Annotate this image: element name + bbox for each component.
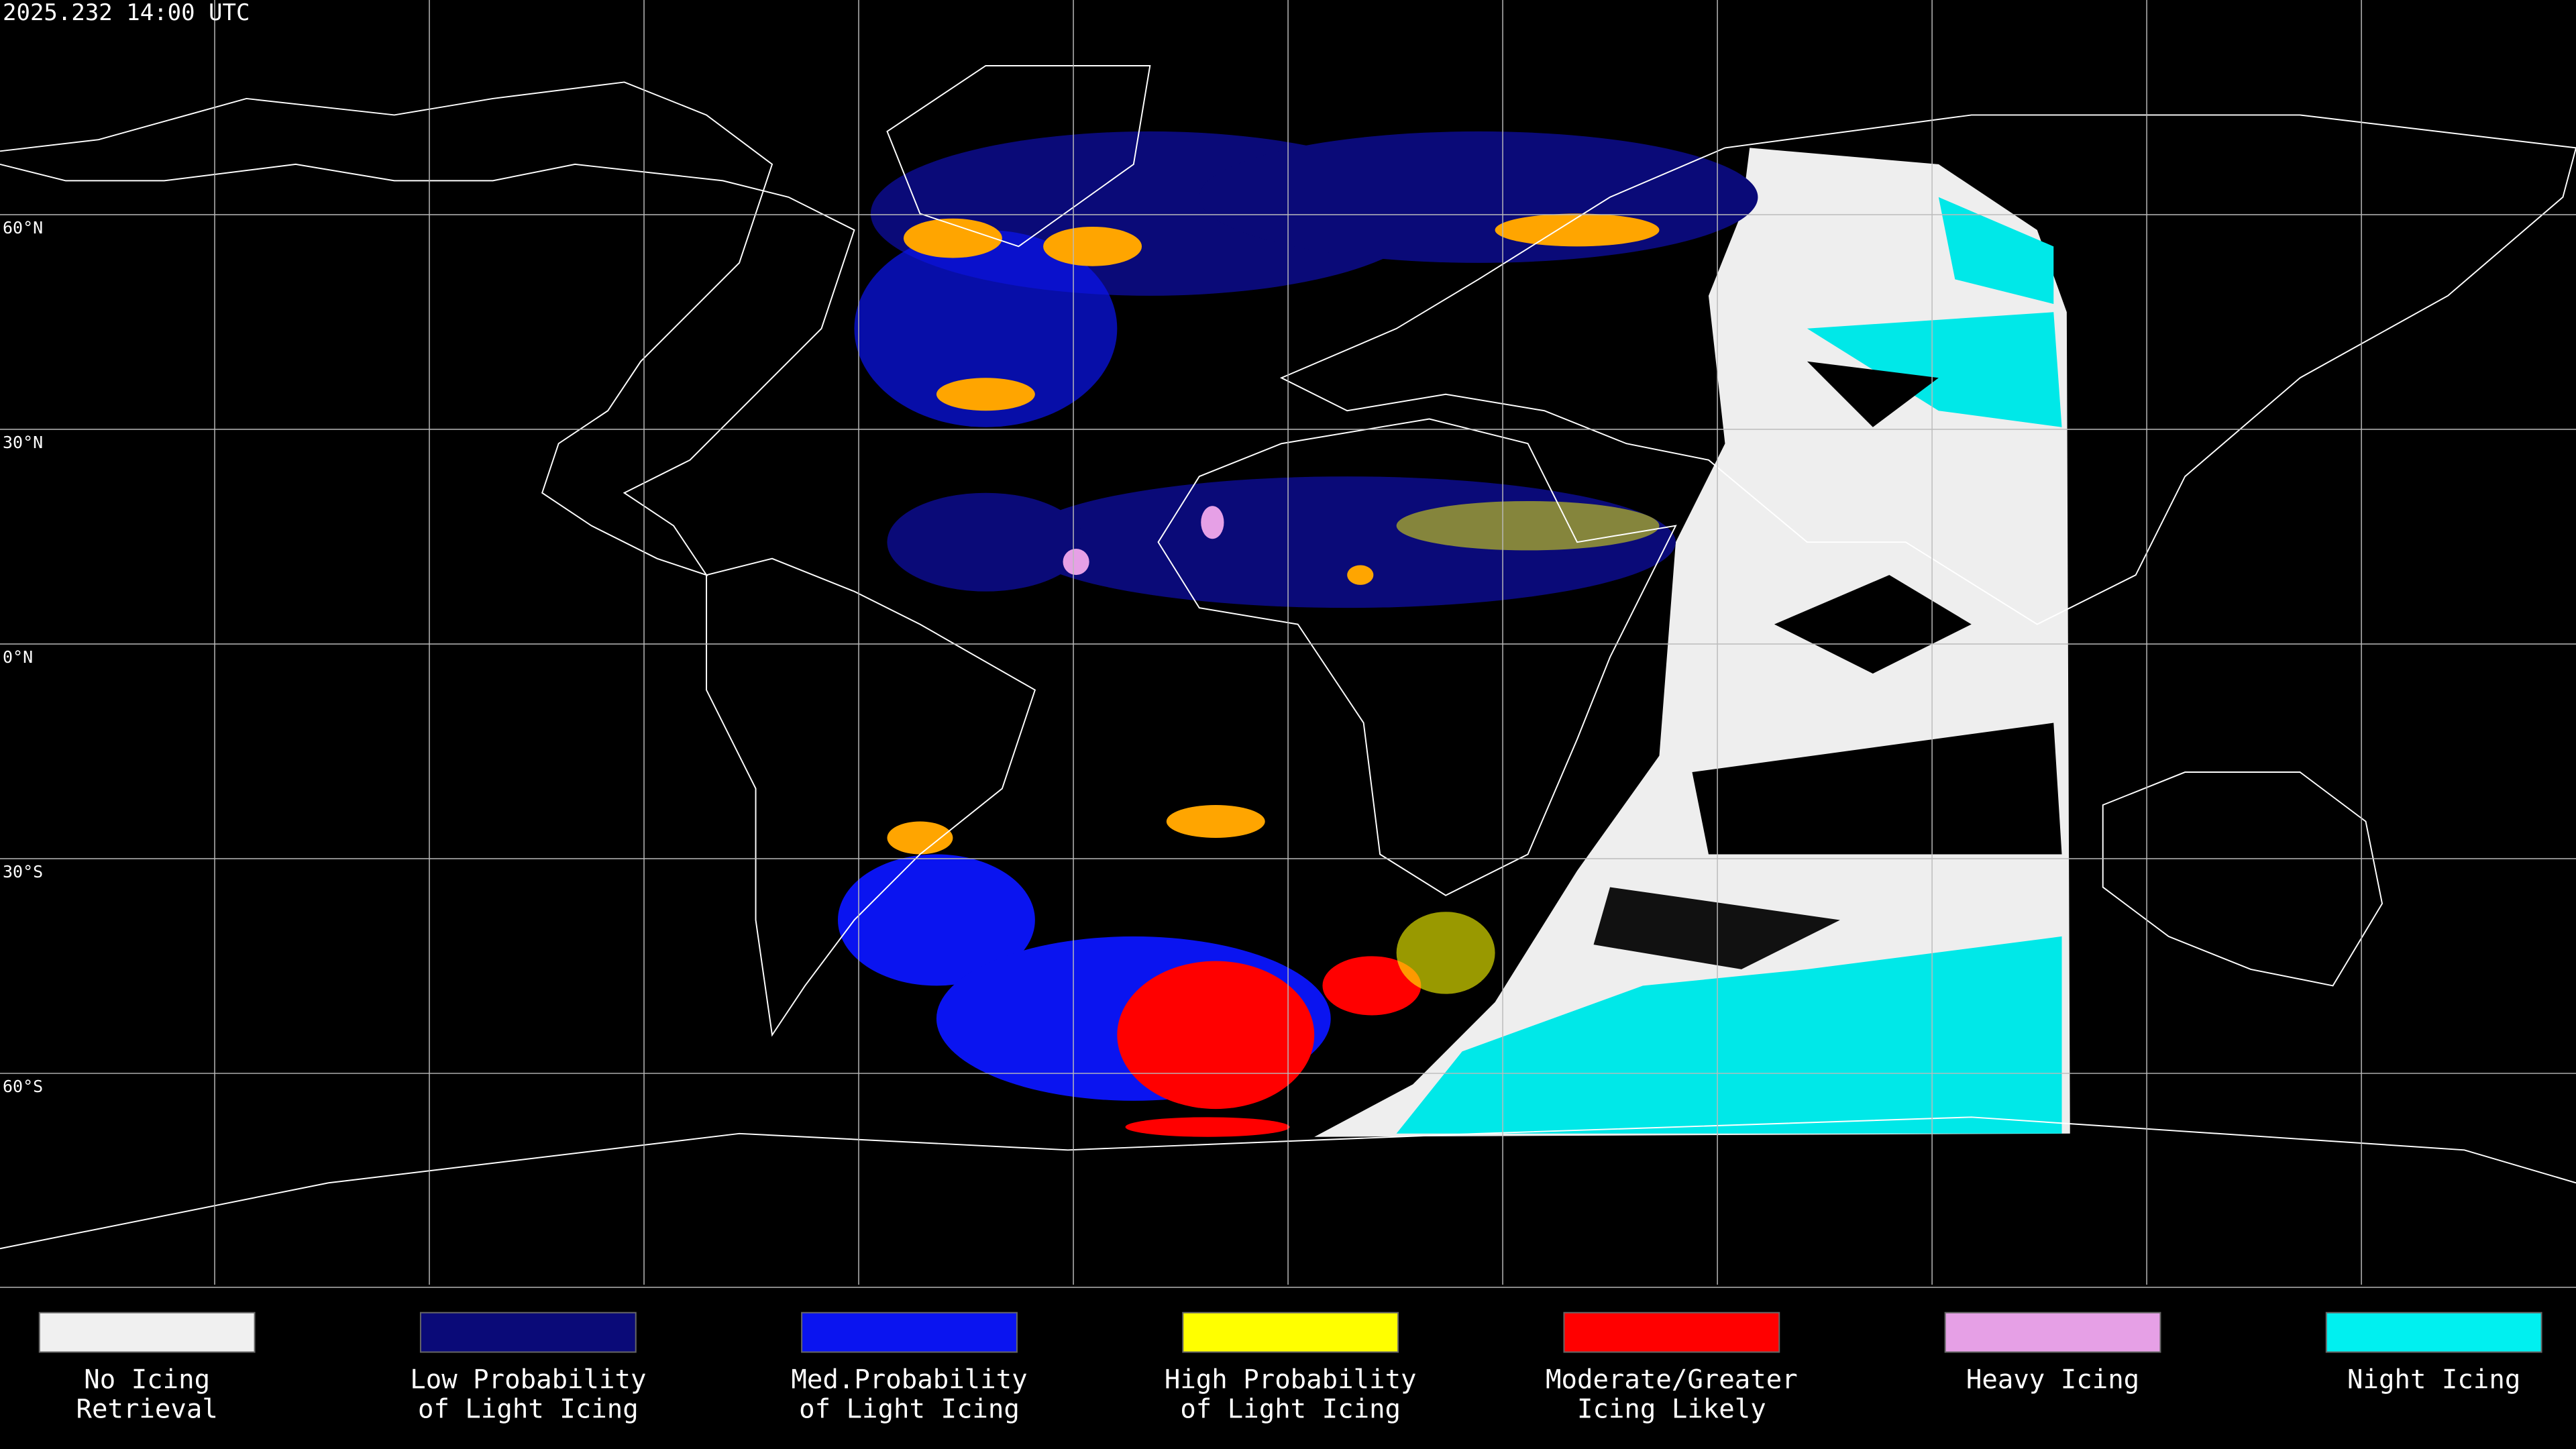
map bbox=[0, 0, 2576, 1285]
legend-label: Icing Likely bbox=[1577, 1394, 1766, 1424]
legend-swatch bbox=[2325, 1311, 2542, 1353]
legend-swatch bbox=[1182, 1311, 1399, 1353]
legend-swatch bbox=[1944, 1311, 2161, 1353]
retrieval-coverage bbox=[1314, 148, 2070, 1137]
legend-label: No Icing bbox=[84, 1364, 210, 1395]
latitude-label: 30°N bbox=[3, 433, 43, 452]
legend-label: of Light Icing bbox=[1180, 1394, 1401, 1424]
legend-label: Retrieval bbox=[76, 1394, 218, 1424]
legend-label: Low Probability bbox=[410, 1364, 646, 1395]
latitude-label: 60°S bbox=[3, 1077, 43, 1096]
legend-swatch bbox=[38, 1311, 256, 1353]
latitude-label: 30°S bbox=[3, 862, 43, 881]
legend-label: Med.Probability bbox=[791, 1364, 1027, 1395]
legend-label: Night Icing bbox=[2347, 1364, 2520, 1395]
coastlines bbox=[0, 64, 2576, 1250]
timestamp: 2025.232 14:00 UTC bbox=[3, 0, 250, 26]
legend-label: Heavy Icing bbox=[1966, 1364, 2139, 1395]
latitude-label: 0°N bbox=[3, 647, 33, 667]
legend-swatch bbox=[419, 1311, 637, 1353]
legend-label: Moderate/Greater bbox=[1546, 1364, 1798, 1395]
legend-label: of Light Icing bbox=[418, 1394, 639, 1424]
legend-swatch bbox=[801, 1311, 1018, 1353]
legend-label: High Probability bbox=[1165, 1364, 1417, 1395]
latitude-label: 60°N bbox=[3, 218, 43, 237]
legend-swatch bbox=[1563, 1311, 1780, 1353]
graticule bbox=[0, 0, 2576, 1285]
map-border bbox=[0, 1287, 2576, 1288]
legend-label: of Light Icing bbox=[799, 1394, 1020, 1424]
